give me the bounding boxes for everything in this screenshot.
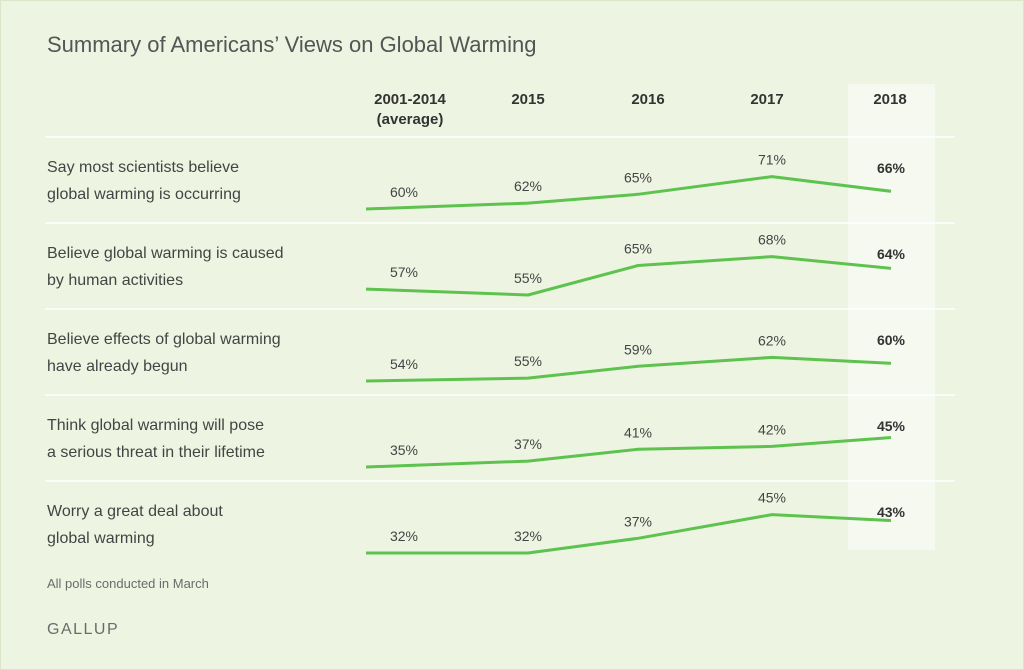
column-header: 2015 (511, 91, 544, 108)
data-label: 55% (514, 353, 542, 369)
data-label: 37% (624, 513, 652, 529)
row-label: Believe effects of global warming have al… (47, 326, 347, 380)
row-label-line: global warming is occurring (47, 186, 241, 203)
data-label: 55% (514, 270, 542, 286)
data-label: 32% (390, 528, 418, 544)
data-label: 60% (877, 332, 906, 348)
series-line (366, 513, 892, 555)
data-label: 66% (877, 160, 906, 176)
data-label: 64% (877, 246, 906, 262)
data-label: 68% (758, 232, 786, 248)
row-label-line: have already begun (47, 358, 188, 375)
data-label: 57% (390, 264, 418, 280)
series-line (365, 355, 892, 383)
data-label: 62% (758, 332, 786, 348)
highlight-column-2018 (848, 84, 935, 550)
data-label: 62% (514, 178, 542, 194)
data-label: 65% (624, 169, 652, 185)
brand-logo-text: GALLUP (47, 621, 120, 638)
data-label: 32% (514, 528, 542, 544)
row-label: Worry a great deal about global warming (47, 498, 347, 552)
column-header: 2018 (873, 91, 906, 108)
footnote: All polls conducted in March (47, 576, 209, 591)
row-label-line: global warming (47, 530, 155, 547)
column-header: 2001-2014 (374, 91, 446, 108)
data-label: 60% (390, 184, 418, 200)
column-header: (average) (377, 111, 444, 128)
data-label: 54% (390, 356, 418, 372)
row-label: Say most scientists believe global warmin… (47, 154, 347, 208)
row-label-line: Believe global warming is caused (47, 245, 284, 262)
chart-title: Summary of Americans’ Views on Global Wa… (47, 32, 537, 57)
data-label: 59% (624, 341, 652, 357)
data-label: 41% (624, 424, 652, 440)
row-label-line: Worry a great deal about (47, 503, 223, 520)
data-label: 43% (877, 504, 906, 520)
column-header: 2016 (631, 91, 664, 108)
row-label: Believe global warming is caused by human… (47, 240, 347, 294)
data-label: 65% (624, 241, 652, 257)
data-label: 71% (758, 152, 786, 168)
row-label-line: Believe effects of global warming (47, 331, 281, 348)
data-label: 35% (390, 442, 418, 458)
data-label: 45% (758, 490, 786, 506)
row-label-line: a serious threat in their lifetime (47, 444, 265, 461)
series-line (365, 436, 892, 469)
series-line (365, 255, 892, 297)
data-label: 42% (758, 421, 786, 437)
row-label-line: by human activities (47, 272, 184, 289)
column-header: 2017 (750, 91, 783, 108)
row-label: Think global warming will pose a serious … (47, 412, 347, 466)
data-label: 45% (877, 418, 906, 434)
row-label-line: Think global warming will pose (47, 417, 264, 434)
data-label: 37% (514, 436, 542, 452)
row-label-line: Say most scientists believe (47, 159, 240, 176)
series-line (365, 175, 892, 211)
